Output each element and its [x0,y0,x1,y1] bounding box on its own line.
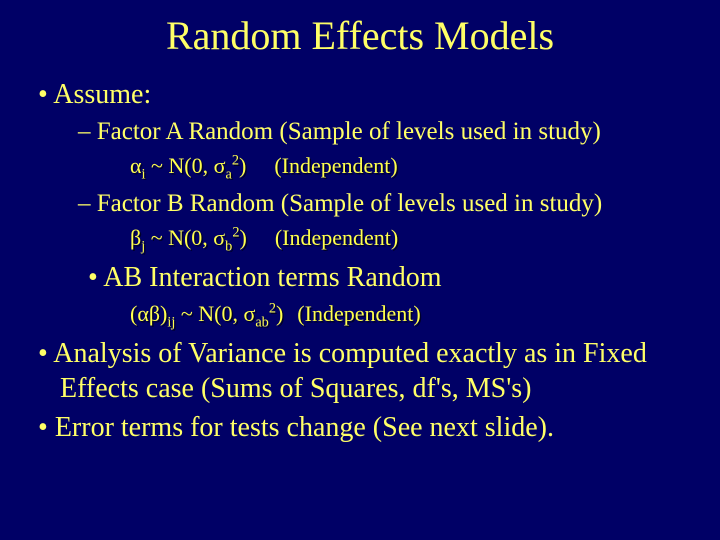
dist-a: αi ~ N(0, σa2)(Independent) [0,151,720,185]
dist-a-close: ) [239,153,246,178]
dist-ab-sub-ab: ab [255,314,269,330]
dist-a-sub-a: a [226,166,232,182]
dist-b: βj ~ N(0, σb2)(Independent) [0,223,720,257]
dist-ab: (αβ)ij ~ N(0, σab2)(Independent) [0,299,720,333]
dist-ab-close: ) [276,301,283,326]
dist-b-beta: β [130,225,141,250]
dist-a-alpha: α [130,153,142,178]
bullet-factor-a: – Factor A Random (Sample of levels used… [0,116,720,149]
dist-a-indep: (Independent) [274,153,397,178]
bullet-error-terms: • Error terms for tests change (See next… [0,410,720,445]
dist-ab-sup-2: 2 [269,300,276,316]
bullet-factor-b: – Factor B Random (Sample of levels used… [0,188,720,221]
bullet-factor-b-text: Factor B Random (Sample of levels used i… [97,190,602,217]
bullet-anova-text: Analysis of Variance is computed exactly… [53,338,647,404]
dist-ab-alphabeta: (αβ) [130,301,167,326]
bullet-anova: • Analysis of Variance is computed exact… [0,336,720,406]
bullet-assume: • Assume: [0,77,720,112]
bullet-error-terms-text: Error terms for tests change (See next s… [55,412,554,443]
bullet-ab-interaction: • AB Interaction terms Random [0,260,720,296]
slide-title: Random Effects Models [0,12,720,59]
dist-a-normal: ~ N(0, σ [146,153,226,178]
dist-a-sup-2: 2 [232,152,239,168]
bullet-ab-interaction-text: AB Interaction terms Random [103,262,441,293]
dist-ab-normal: ~ N(0, σ [175,301,255,326]
dist-b-normal: ~ N(0, σ [145,225,225,250]
bullet-factor-a-text: Factor A Random (Sample of levels used i… [97,118,601,145]
dist-b-close: ) [239,225,246,250]
dist-ab-indep: (Independent) [297,301,420,326]
bullet-assume-text: Assume: [53,79,151,110]
dist-b-indep: (Independent) [275,225,398,250]
dist-b-sub-b: b [225,238,232,254]
